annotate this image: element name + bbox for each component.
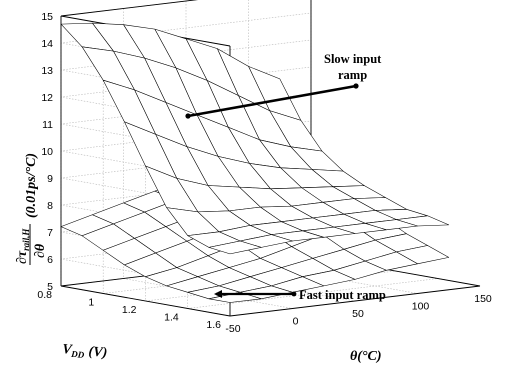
vdd-tick-label: 1.6: [206, 319, 221, 331]
slow-ramp-label-line1: Slow input: [324, 52, 382, 66]
slow-ramp-annotation: Slow input ramp: [185, 52, 382, 119]
fast-ramp-pointer-start: [291, 291, 297, 297]
svg-text:VDD(V): VDD (V): [62, 342, 108, 362]
fast-ramp-label: Fast input ramp: [299, 288, 386, 302]
slow-ramp-label-line2: ramp: [338, 68, 367, 82]
z-label-units: (0.01ps/°C): [24, 153, 39, 218]
vdd-label-main: V: [62, 342, 74, 358]
theta-tick-label: 0: [293, 316, 299, 328]
theta-axis-label: θ(°C): [350, 349, 382, 364]
theta-tick-label: -50: [225, 323, 240, 335]
theta-tick-label: 100: [412, 301, 430, 313]
axis-box-edge: [229, 285, 481, 317]
vdd-label-sub: DD: [70, 349, 85, 360]
z-label-denominator: ∂θ: [33, 243, 48, 258]
z-axis-label: ∂τrail,H ∂θ (0.01ps/°C): [15, 153, 48, 265]
z-tick-label: 10: [41, 146, 53, 158]
vdd-tick-label: 1.4: [164, 312, 179, 324]
z-tick-label: 14: [41, 38, 53, 50]
axis-box-edge: [60, 0, 199, 17]
slow-ramp-surface-cell: [102, 79, 156, 135]
z-tick-label: 11: [42, 119, 53, 131]
z-tick-label: 12: [41, 92, 53, 104]
fast-ramp-annotation: Fast input ramp: [214, 288, 386, 302]
surface-mesh: [60, 22, 450, 303]
slow-ramp-pointer: [187, 84, 357, 118]
slow-ramp-surface-cell: [208, 240, 262, 255]
vdd-axis-label: VDD (V): [62, 342, 108, 362]
vdd-tick-label: 1.2: [122, 304, 137, 316]
vdd-tick-label: 0.8: [37, 289, 52, 301]
slow-ramp-pointer-start: [353, 83, 359, 89]
z-tick-label: 9: [47, 173, 53, 185]
fast-ramp-arrowhead: [214, 290, 222, 298]
z-tick-label: 13: [41, 65, 53, 77]
z-label-numerator: ∂τ: [15, 250, 30, 264]
z-tick-label: 6: [47, 254, 53, 266]
z-label-numerator-sub: rail,H: [21, 228, 31, 251]
theta-tick-label: 150: [474, 293, 492, 305]
z-tick-label: 15: [41, 11, 53, 23]
vdd-label-units: (V): [88, 344, 108, 361]
tick-labels: 5 6 7 8 9 10 11 12 13 14 15 0.8 1 1.2 1.4 1.6 -50 0 50 100 1…: [37, 11, 492, 335]
z-tick-label: 5: [47, 281, 53, 293]
slow-ramp-pointer-end: [185, 113, 191, 119]
z-tick-label: 7: [47, 227, 53, 239]
axis-box-edge: [60, 285, 231, 317]
vdd-tick-label: 1: [88, 297, 94, 309]
svg-text:∂τrail,H: ∂τrail,H: [15, 228, 31, 264]
theta-tick-label: 50: [352, 308, 364, 320]
z-tick-label: 8: [47, 200, 53, 212]
